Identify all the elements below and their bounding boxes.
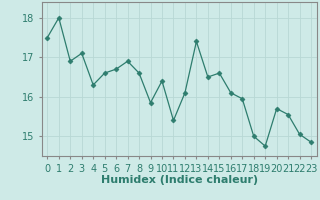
X-axis label: Humidex (Indice chaleur): Humidex (Indice chaleur)	[100, 175, 258, 185]
